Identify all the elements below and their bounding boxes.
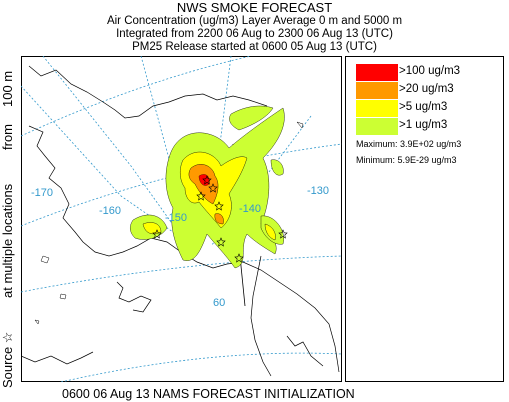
- lon-label-170: -170: [31, 187, 53, 199]
- side-locations-text: at multiple locations: [0, 183, 15, 298]
- fire-source-stars: [152, 175, 288, 263]
- legend-swatch-100: [356, 64, 398, 81]
- legend: >100 ug/m3 >20 ug/m3 >5 ug/m3 >1 ug/m3 M…: [345, 56, 504, 382]
- subtitle-release-start: PM25 Release started at 0600 05 Aug 13 (…: [132, 41, 377, 53]
- legend-maximum: Maximum: 3.9E+02 ug/m3: [356, 139, 462, 149]
- star-icon: [278, 229, 288, 239]
- legend-swatch-20: [356, 82, 398, 99]
- coastline: [21, 65, 340, 377]
- map-title: NWS SMOKE FORECAST: [176, 0, 333, 15]
- legend-item-5: >5 ug/m3: [356, 100, 501, 117]
- star-icon: [208, 183, 218, 193]
- legend-label-1: >1 ug/m3: [399, 119, 448, 131]
- lat-label-60: 60: [213, 297, 225, 309]
- legend-item-100: >100 ug/m3: [356, 64, 501, 81]
- legend-label-20: >20 ug/m3: [399, 83, 454, 95]
- alaska-smoke-map: -170 -160 -150 -140 -130 60: [21, 56, 342, 382]
- side-source-text: Source ☆: [0, 331, 15, 388]
- legend-item-1: >1 ug/m3: [356, 118, 501, 135]
- graticule-labels: -170 -160 -150 -140 -130 60: [31, 185, 329, 309]
- star-icon: [216, 237, 226, 247]
- side-height-text: 100 m: [0, 70, 15, 107]
- legend-label-5: >5 ug/m3: [399, 101, 448, 113]
- legend-swatch-5: [356, 100, 398, 117]
- star-icon: [234, 253, 244, 263]
- legend-swatch-1: [356, 118, 398, 135]
- legend-label-100: >100 ug/m3: [399, 65, 461, 77]
- legend-item-20: >20 ug/m3: [356, 82, 501, 99]
- lakes-and-islands: [34, 121, 304, 325]
- lon-label-130: -130: [307, 185, 329, 197]
- lon-label-140: -140: [239, 203, 261, 215]
- star-icon: [152, 229, 162, 239]
- star-icon: [214, 201, 224, 211]
- subtitle-concentration: Air Concentration (ug/m3) Layer Average …: [106, 15, 403, 27]
- side-from-text: from: [0, 124, 15, 150]
- forecast-initialization-label: 0600 06 Aug 13 NAMS FORECAST INITIALIZAT…: [62, 387, 355, 401]
- legend-minimum: Minimum: 5.9E-29 ug/m3: [356, 155, 457, 165]
- star-icon: [202, 175, 212, 185]
- side-source-label: Source ☆ at multiple locations from 100 …: [0, 48, 16, 388]
- star-icon: [196, 191, 206, 201]
- lon-label-150: -150: [165, 212, 187, 224]
- lon-label-160: -160: [99, 205, 121, 217]
- subtitle-integration-period: Integrated from 2200 06 Aug to 2300 06 A…: [116, 28, 393, 40]
